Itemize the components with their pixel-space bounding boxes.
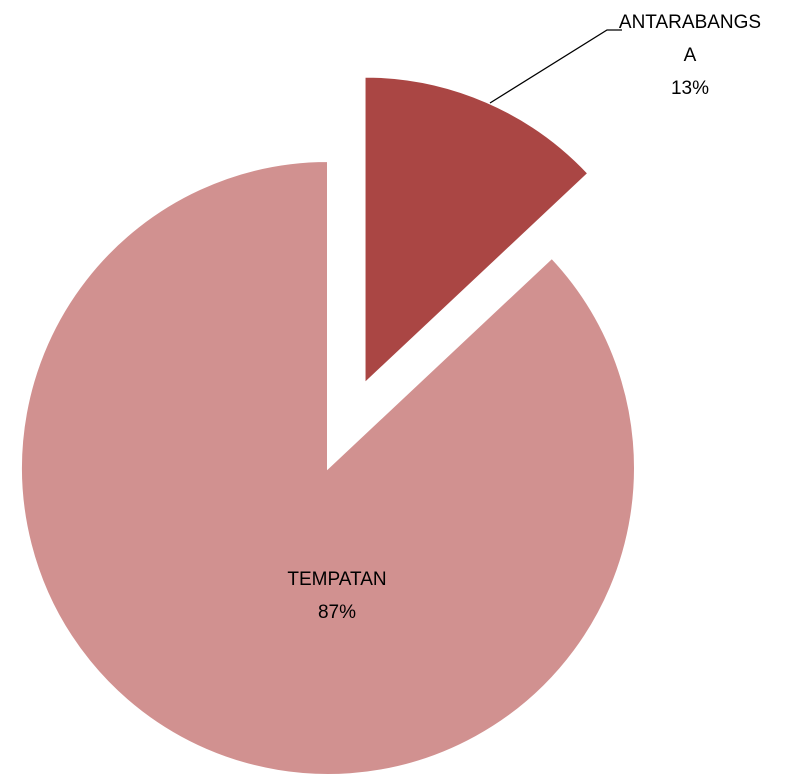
slice-label: TEMPATAN [287,569,387,590]
pie-slice [20,159,636,776]
pie-slice [363,75,590,386]
slice-percent: 13% [670,78,710,99]
slice-percent: 87% [317,602,357,623]
leader-line [489,29,622,104]
slice-label: ANTARABANGSA [618,12,762,66]
